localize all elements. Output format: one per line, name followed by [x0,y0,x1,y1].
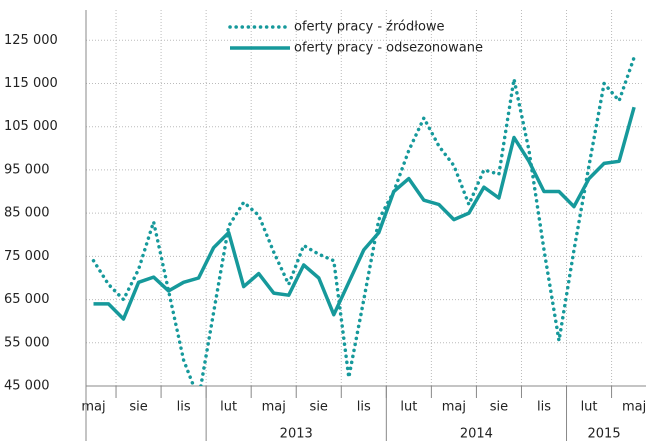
x-tick-label: maj [81,400,105,415]
group-label: 2014 [460,427,493,441]
x-tick-label: maj [622,400,646,415]
x-tick-label: maj [262,400,286,415]
y-tick-label: 105 000 [4,119,58,134]
x-tick-label: lut [400,400,417,415]
group-label: 2013 [280,427,313,441]
x-tick-label: lut [581,400,598,415]
y-tick-label: 95 000 [4,162,50,177]
series-line [91,55,636,386]
x-tick-label: lis [177,400,191,415]
y-tick-label: 125 000 [4,33,58,48]
legend-label: oferty pracy - źródłowe [294,20,445,35]
y-tick-label: 45 000 [4,379,50,394]
x-tick-label: sie [129,400,147,415]
group-label: 2015 [588,427,621,441]
series-line [93,106,636,321]
x-tick-label: sie [310,400,328,415]
legend-label: oferty pracy - odsezonowane [294,41,483,56]
y-tick-label: 85 000 [4,206,50,221]
x-tick-label: lis [357,400,371,415]
x-tick-label: maj [442,400,466,415]
x-tick-label: sie [490,400,508,415]
x-tick-label: lis [537,400,551,415]
y-tick-label: 55 000 [4,335,50,350]
y-tick-label: 115 000 [4,76,58,91]
y-tick-label: 65 000 [4,292,50,307]
y-tick-label: 75 000 [4,249,50,264]
x-tick-label: lut [220,400,237,415]
